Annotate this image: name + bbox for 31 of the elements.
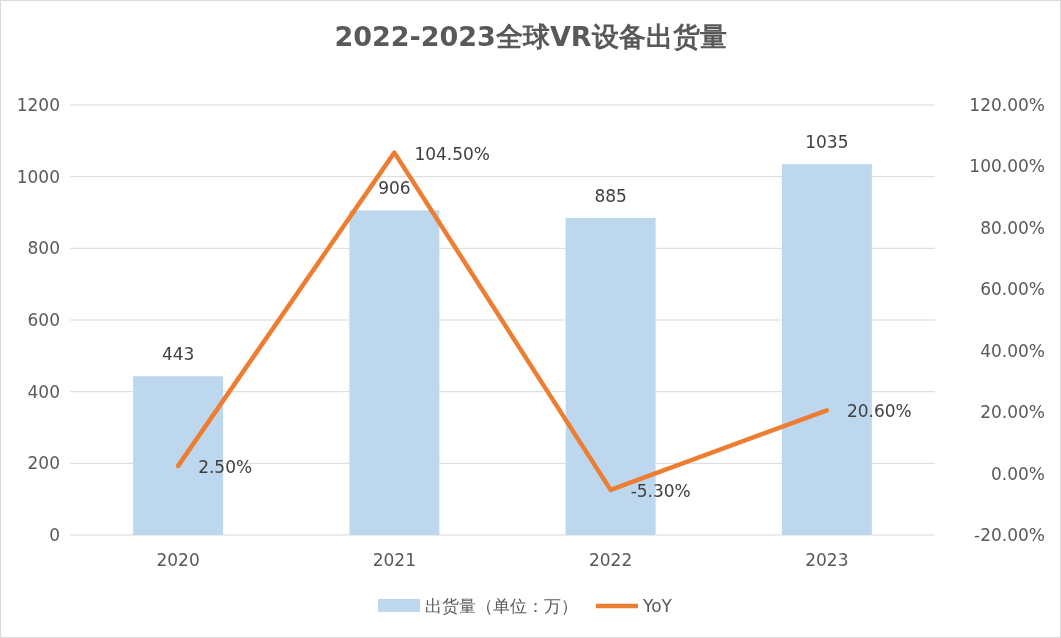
y-tick-label: 200 — [27, 453, 60, 474]
y2-tick-label: 120.00% — [969, 95, 1045, 115]
legend-label: 出货量（单位：万） — [425, 596, 578, 616]
legend-label: YoY — [642, 596, 673, 616]
data-label: 20.60% — [846, 401, 912, 422]
y-tick-label: 600 — [27, 310, 60, 330]
data-label: 2.50% — [198, 456, 253, 477]
data-label: 104.50% — [414, 143, 491, 164]
data-label: 885 — [594, 185, 627, 206]
chart-title: 2022-2023全球VR设备出货量 — [334, 21, 727, 52]
y-tick-label: 800 — [27, 238, 60, 259]
data-label: 906 — [378, 178, 411, 199]
data-label: 1035 — [805, 132, 849, 153]
x-tick-label: 2020 — [156, 550, 200, 570]
x-tick-label: 2021 — [372, 550, 417, 570]
y2-tick-label: 0.00% — [990, 463, 1045, 484]
y2-tick-label: 20.00% — [980, 402, 1045, 423]
y2-tick-label: -20.00% — [974, 525, 1045, 545]
y2-tick-label: 80.00% — [980, 217, 1045, 238]
y2-tick-label: 60.00% — [980, 279, 1045, 300]
bar — [349, 210, 440, 535]
x-tick-label: 2023 — [805, 550, 849, 570]
y-tick-label: 0 — [49, 525, 60, 545]
y-tick-label: 1000 — [16, 166, 60, 187]
y-tick-label: 400 — [27, 381, 60, 402]
y2-tick-label: 100.00% — [969, 156, 1045, 177]
data-label: -5.30% — [630, 480, 691, 501]
x-tick-label: 2022 — [588, 550, 633, 570]
data-label: 443 — [161, 344, 195, 365]
y2-tick-label: 40.00% — [980, 340, 1045, 361]
y-tick-label: 1200 — [16, 95, 60, 115]
